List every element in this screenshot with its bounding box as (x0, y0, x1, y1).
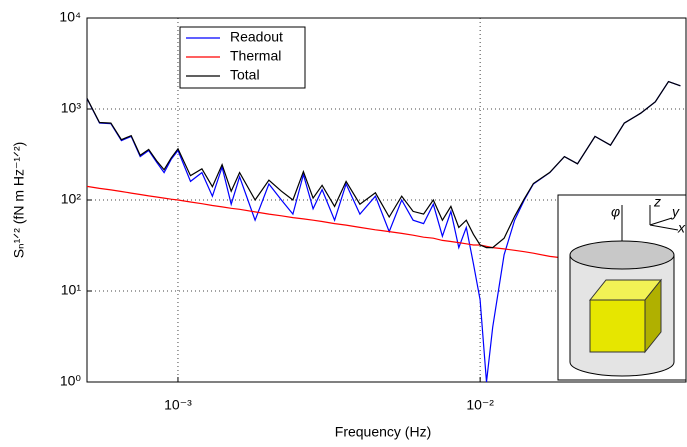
chart: 10⁰ 10¹ 10² 10³ 10⁴ 10⁻³ 10⁻² Readout Thermal Tot… (0, 0, 687, 447)
x-axis-label: Frequency (Hz) (335, 424, 431, 440)
y-tick-label: 10¹ (61, 282, 82, 298)
legend-label: Readout (230, 29, 283, 45)
y-tick-label: 10⁴ (59, 9, 81, 25)
inset-label: x (677, 220, 686, 236)
legend: Readout Thermal Total (180, 27, 305, 88)
legend-label: Total (230, 67, 260, 83)
y-tick-label: 10² (61, 191, 82, 207)
inset-diagram: φ z y x (558, 194, 686, 380)
inset-label: z (653, 194, 661, 210)
inset-label: φ (611, 204, 620, 220)
legend-label: Thermal (230, 48, 281, 64)
y-tick-label: 10⁰ (60, 373, 82, 389)
cube-front (590, 300, 645, 352)
y-tick-label: 10³ (61, 100, 82, 116)
y-axis-label: Sₙ¹ᐟ² (fN m Hz⁻¹ᐟ²) (11, 142, 27, 259)
inset-label: y (671, 204, 680, 220)
cylinder-top (570, 241, 674, 269)
x-tick-label: 10⁻² (466, 397, 494, 413)
x-tick-label: 10⁻³ (164, 397, 192, 413)
